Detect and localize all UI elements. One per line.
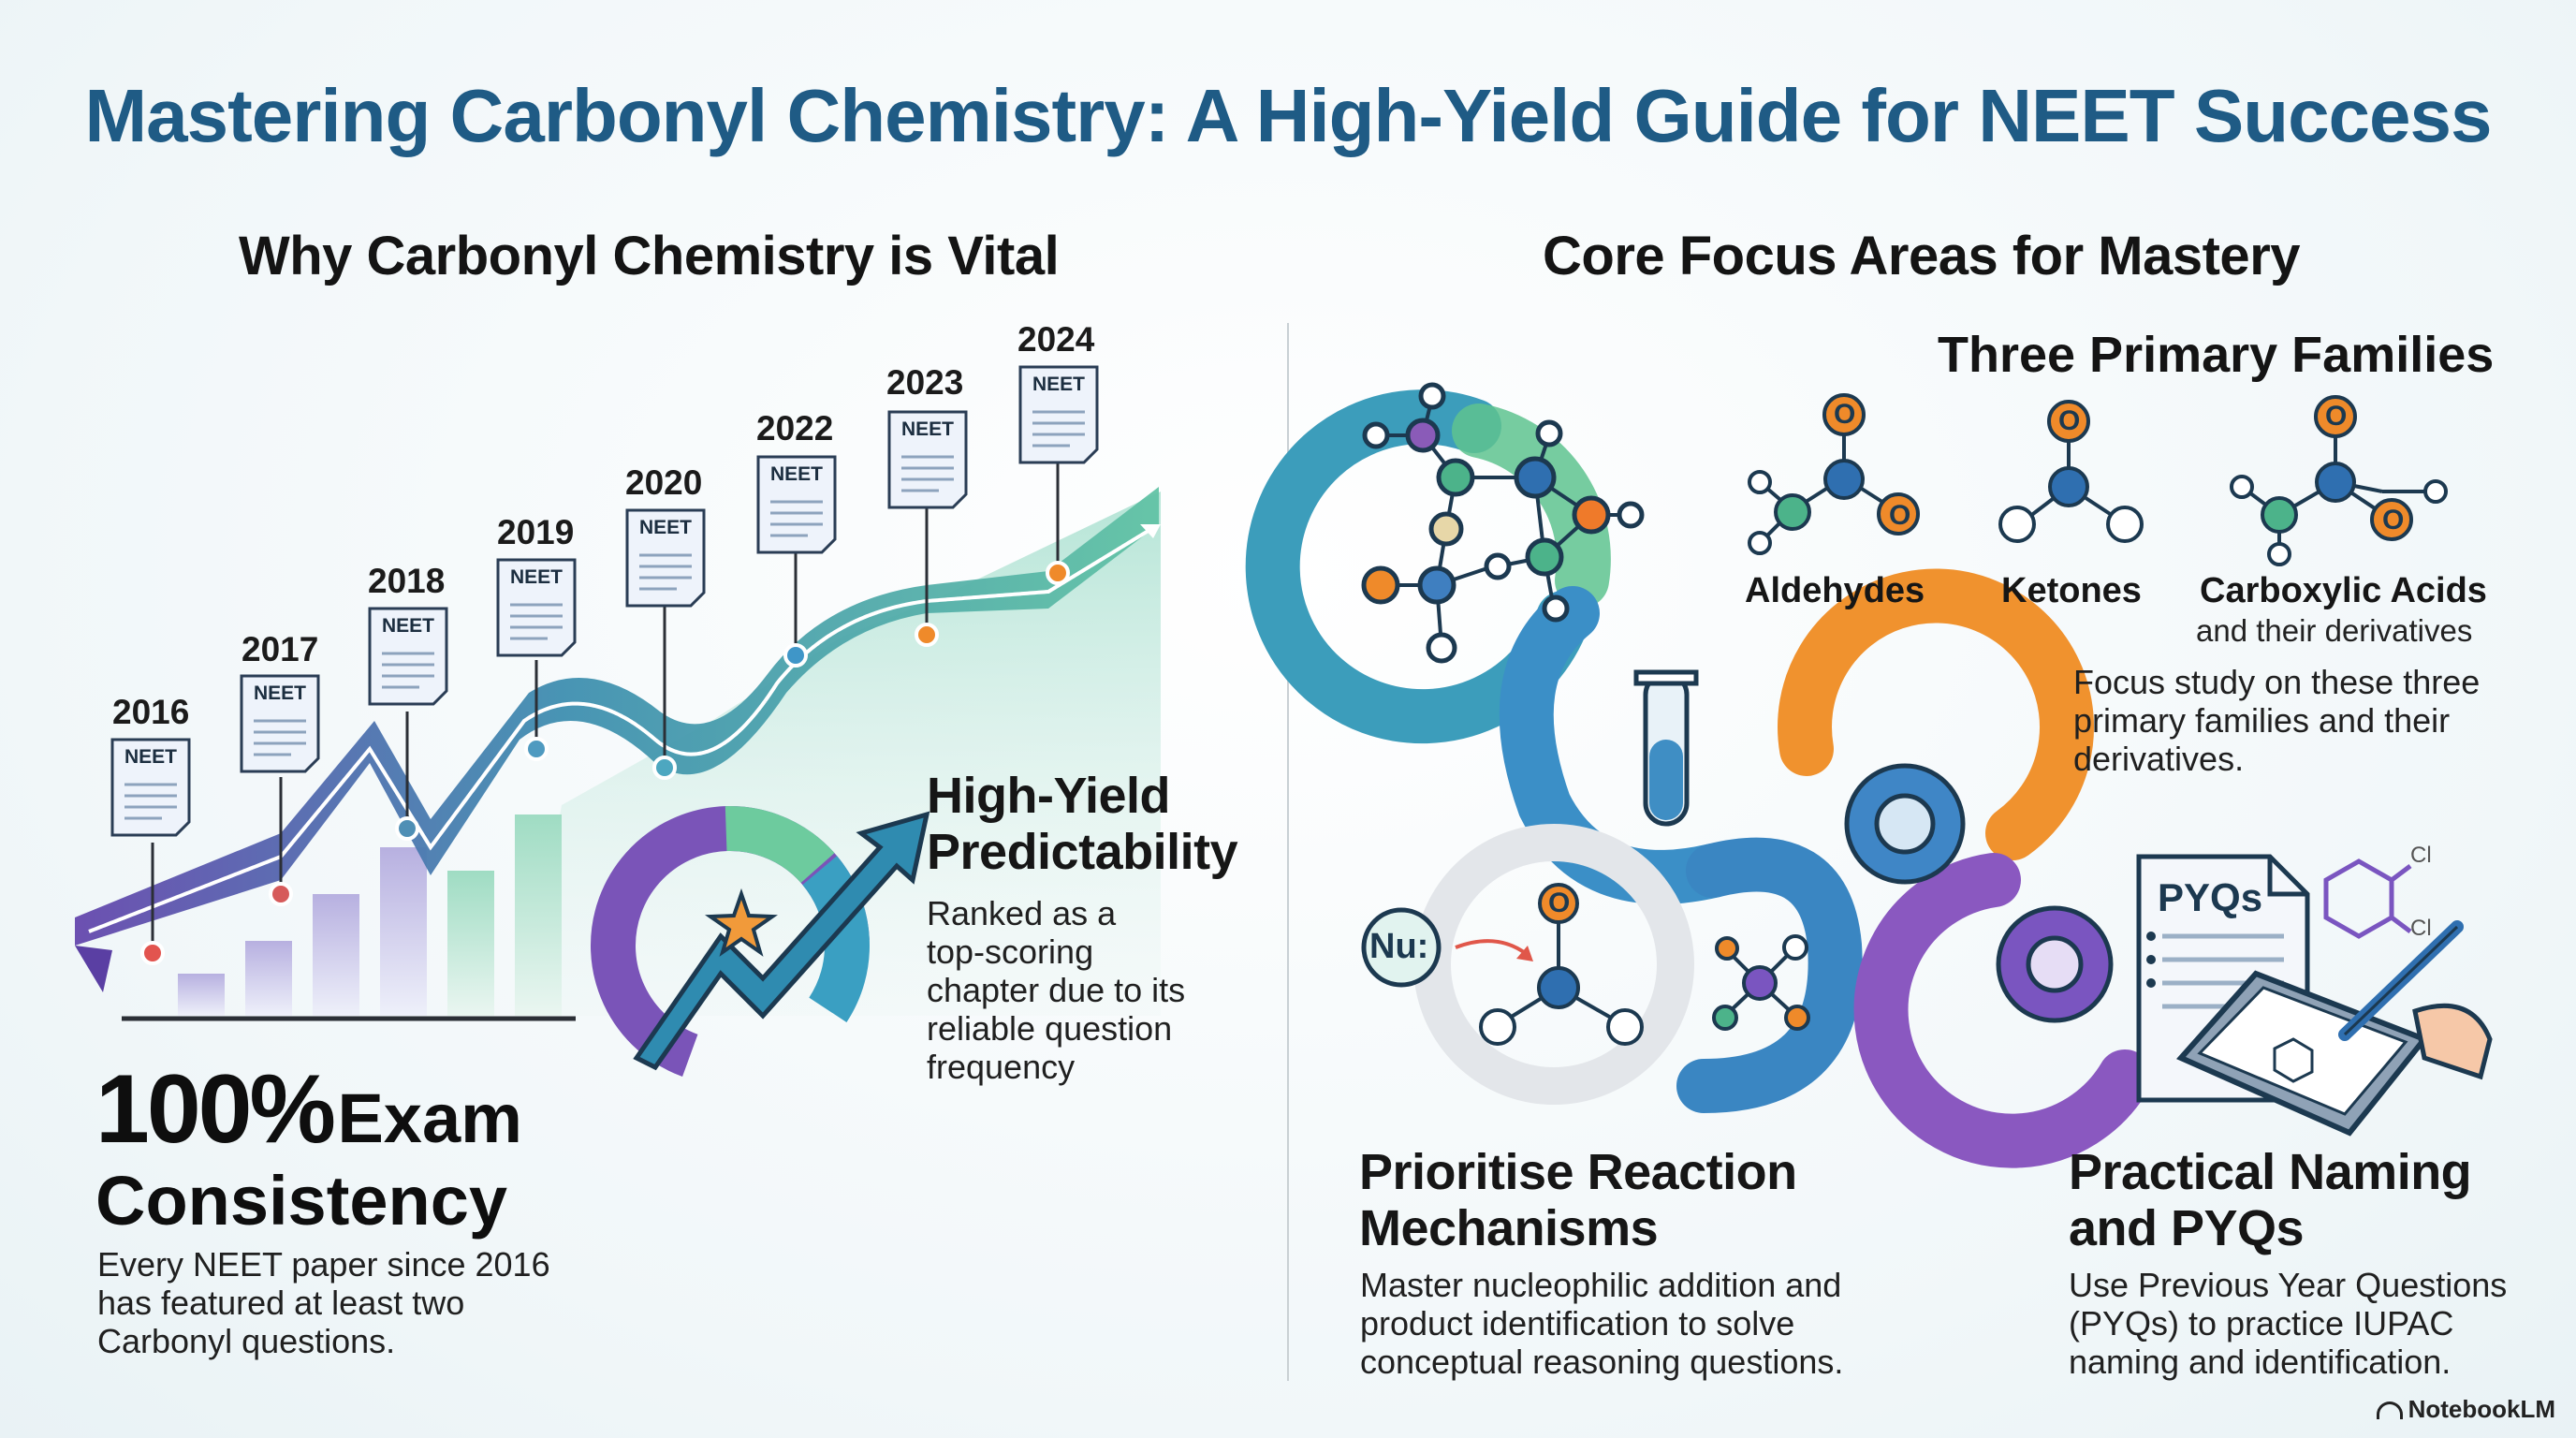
- neet-doc-label: NEET: [382, 615, 435, 637]
- year-label: 2024: [1017, 320, 1095, 359]
- naming-heading-line2: and PYQs: [2069, 1200, 2305, 1256]
- body-line: Use Previous Year Questions: [2069, 1266, 2508, 1304]
- oxygen-atom-label: O: [1548, 888, 1571, 918]
- mechanisms-heading-line2: Mechanisms: [1359, 1200, 1659, 1256]
- hand-with-pen-icon: [2338, 920, 2493, 1080]
- test-tube-icon: [1633, 669, 1699, 827]
- benzene-chloride-icon: [2323, 858, 2412, 939]
- bar-graph: [178, 814, 562, 1016]
- year-label: 2023: [886, 363, 964, 402]
- family-carboxylic-acids: Carboxylic Acids: [2200, 571, 2487, 610]
- body-line: Master nucleophilic addition and: [1360, 1266, 1842, 1304]
- oxygen-atom-label: O: [2325, 401, 2348, 432]
- molecule-cluster-icon: [1361, 382, 1645, 664]
- blue-gear-icon: [1844, 763, 1966, 885]
- body-line: reliable question: [927, 1009, 1173, 1048]
- naming-heading-line1: Practical Naming: [2069, 1144, 2472, 1200]
- predictability-body: Ranked as a top-scoring chapter due to i…: [927, 894, 1185, 1086]
- consistency-percent: 100%: [95, 1055, 336, 1164]
- consistency-stat: 100% Exam: [95, 1061, 522, 1185]
- nucleophile-molecule-icon: [1361, 883, 1644, 1046]
- brand-watermark: NotebookLM: [2376, 1395, 2555, 1424]
- family-ketones: Ketones: [2001, 571, 2142, 610]
- body-line: (PYQs) to practice IUPAC: [2069, 1304, 2454, 1343]
- body-line: frequency: [927, 1048, 1076, 1086]
- year-label: 2022: [756, 409, 834, 448]
- neet-doc-label: NEET: [639, 517, 693, 538]
- naming-body: Use Previous Year Questions (PYQs) to pr…: [2069, 1266, 2507, 1381]
- year-label: 2016: [112, 693, 190, 731]
- body-line: primary families and their: [2073, 701, 2451, 740]
- body-line: derivatives.: [2073, 740, 2245, 778]
- oxygen-atom-label: O: [1834, 399, 1856, 430]
- year-label: 2017: [242, 630, 319, 668]
- nucleophile-label: Nu:: [1369, 927, 1429, 966]
- mechanisms-heading-line1: Prioritise Reaction: [1359, 1144, 1797, 1200]
- body-line: Carbonyl questions.: [97, 1322, 396, 1360]
- carboxylic-acid-molecule-icon: [2230, 395, 2448, 566]
- neet-doc-label: NEET: [770, 463, 824, 485]
- brand-label: NotebookLM: [2408, 1395, 2555, 1423]
- neet-doc-label: NEET: [901, 418, 955, 440]
- consistency-body: Every NEET paper since 2016 has featured…: [97, 1245, 550, 1360]
- oxygen-atom-label: O: [2058, 405, 2081, 436]
- family-carboxylic-acids-sub: and their derivatives: [2196, 613, 2473, 648]
- section-divider: [1287, 323, 1289, 1381]
- chlorine-label: Cl: [2410, 843, 2432, 868]
- consistency-stat-suffix: Exam: [337, 1079, 522, 1157]
- body-line: top-scoring: [927, 932, 1094, 971]
- oxygen-atom-label: O: [1889, 500, 1911, 531]
- families-heading: Three Primary Families: [1938, 327, 2495, 383]
- naming-heading: Practical Naming and PYQs: [2069, 1144, 2472, 1256]
- year-label: 2018: [368, 562, 446, 600]
- body-line: product identification to solve: [1360, 1304, 1795, 1343]
- ketone-molecule-icon: [1998, 400, 2144, 543]
- predictability-heading-line2: Predictability: [927, 824, 1238, 880]
- body-line: chapter due to its: [927, 971, 1186, 1009]
- notebooklm-logo-icon: [2376, 1401, 2403, 1419]
- body-line: has featured at least two: [97, 1284, 465, 1322]
- mechanisms-body: Master nucleophilic addition and product…: [1360, 1266, 1843, 1381]
- chlorine-label: Cl: [2410, 916, 2432, 941]
- body-line: conceptual reasoning questions.: [1360, 1343, 1844, 1381]
- neet-doc-label: NEET: [124, 746, 178, 768]
- year-label: 2019: [497, 513, 575, 551]
- families-body: Focus study on these three primary famil…: [2073, 663, 2480, 778]
- oxygen-atom-label: O: [2382, 505, 2405, 536]
- body-line: Every NEET paper since 2016: [97, 1245, 550, 1284]
- predictability-heading-line1: High-Yield: [927, 768, 1171, 824]
- light-gear-icon: [1413, 824, 1694, 1105]
- body-line: Focus study on these three: [2073, 663, 2481, 701]
- small-molecule-icon: [1712, 934, 1810, 1031]
- flow-ribbon: [1245, 389, 2152, 1168]
- growth-donut-icon: [591, 806, 930, 1086]
- right-section-heading: Core Focus Areas for Mastery: [1543, 226, 2301, 286]
- year-label: 2020: [625, 463, 703, 502]
- neet-doc-label: NEET: [1032, 374, 1086, 395]
- body-line: naming and identification.: [2069, 1343, 2452, 1381]
- neet-doc-label: NEET: [510, 566, 564, 588]
- page-title: Mastering Carbonyl Chemistry: A High-Yie…: [84, 74, 2492, 157]
- body-line: Ranked as a: [927, 894, 1117, 932]
- purple-gear-icon: [1996, 905, 2114, 1023]
- neet-doc-label: NEET: [254, 682, 307, 704]
- consistency-heading: Consistency: [95, 1162, 508, 1240]
- family-aldehydes: Aldehydes: [1745, 571, 1925, 610]
- predictability-heading: High-Yield Predictability: [927, 768, 1238, 880]
- mechanisms-heading: Prioritise Reaction Mechanisms: [1359, 1144, 1797, 1256]
- aldehyde-molecule-icon: [1748, 393, 1920, 555]
- pyq-doc-label: PYQs: [2158, 875, 2263, 919]
- left-section-heading: Why Carbonyl Chemistry is Vital: [239, 226, 1060, 286]
